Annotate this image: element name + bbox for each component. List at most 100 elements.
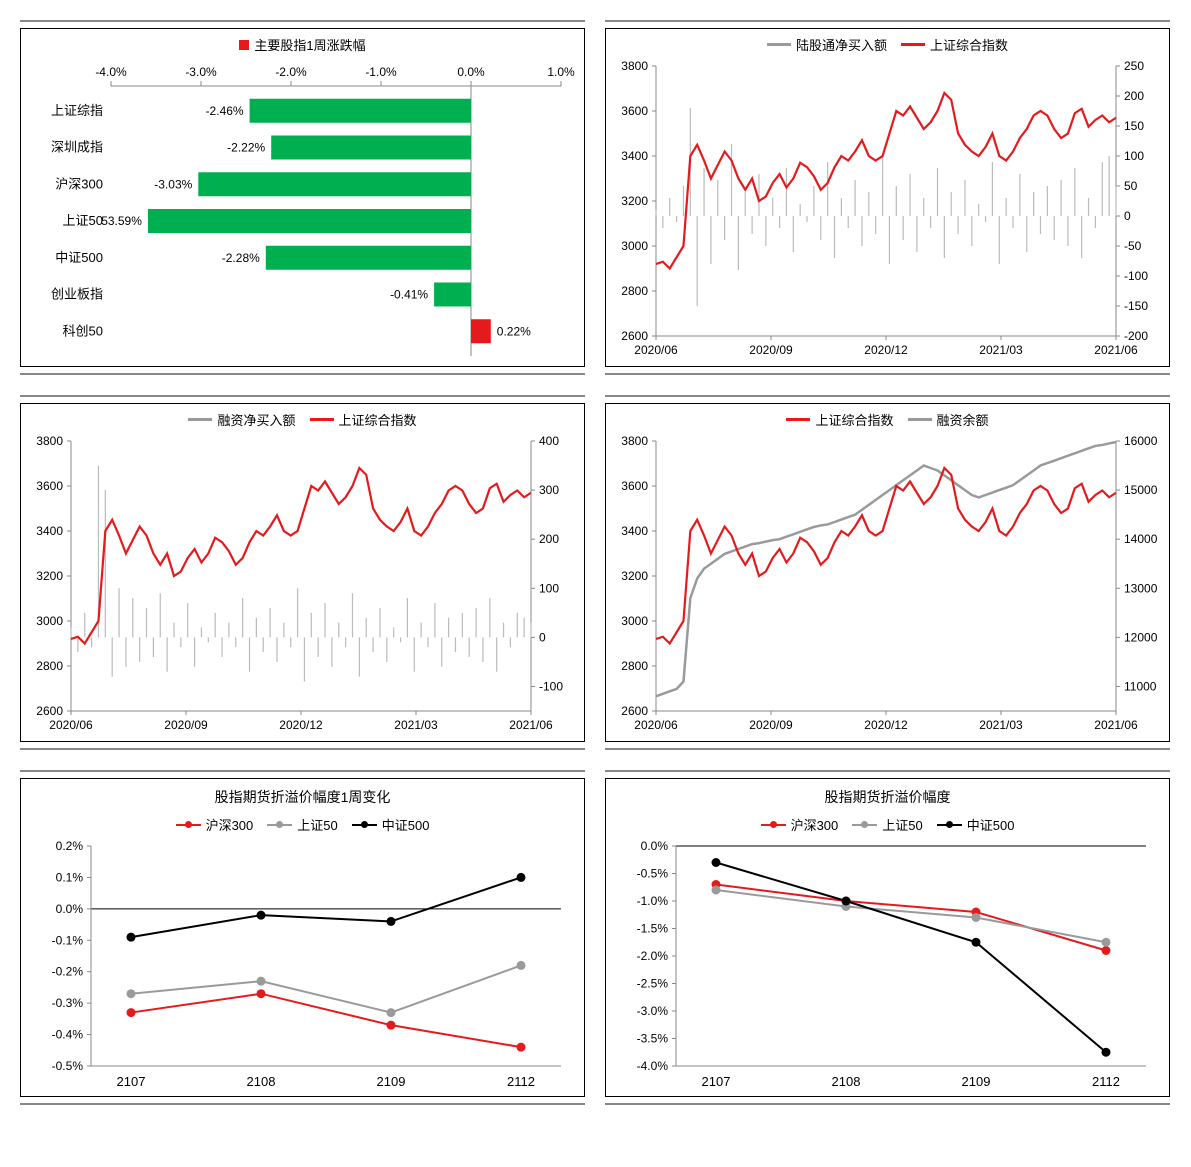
svg-text:-3.5%: -3.5% — [637, 1032, 669, 1046]
svg-text:-50: -50 — [1124, 239, 1142, 253]
legend-label: 主要股指1周涨跌幅 — [254, 35, 365, 54]
svg-text:53.59%: 53.59% — [101, 214, 142, 228]
svg-text:200: 200 — [1124, 89, 1144, 103]
svg-text:3800: 3800 — [36, 434, 63, 448]
svg-text:2600: 2600 — [621, 704, 648, 718]
svg-text:-200: -200 — [1124, 329, 1148, 343]
line-chart: 2600280030003200340036003800110001200013… — [606, 431, 1166, 741]
svg-text:300: 300 — [539, 483, 559, 497]
svg-text:-3.0%: -3.0% — [185, 65, 217, 79]
svg-text:1.0%: 1.0% — [547, 65, 575, 79]
svg-text:3400: 3400 — [621, 524, 648, 538]
svg-text:3200: 3200 — [621, 569, 648, 583]
svg-text:2109: 2109 — [962, 1074, 991, 1089]
legend-label: 陆股通净买入额 — [796, 35, 887, 54]
svg-text:-0.5%: -0.5% — [637, 867, 669, 881]
svg-text:2020/06: 2020/06 — [634, 343, 678, 357]
legend-label: 上证综合指数 — [339, 410, 417, 429]
svg-text:创业板指: 创业板指 — [51, 287, 103, 302]
legend-marker — [267, 821, 292, 828]
legend-swatch — [767, 43, 791, 46]
svg-text:2020/12: 2020/12 — [279, 718, 323, 732]
svg-text:400: 400 — [539, 434, 559, 448]
svg-text:-3.03%: -3.03% — [154, 177, 192, 191]
svg-text:2020/06: 2020/06 — [634, 718, 678, 732]
svg-text:2020/12: 2020/12 — [864, 718, 908, 732]
svg-text:2021/06: 2021/06 — [1094, 343, 1138, 357]
panel-margin-balance: 上证综合指数 融资余额 2600280030003200340036003800… — [605, 395, 1170, 750]
svg-text:15000: 15000 — [1124, 483, 1158, 497]
svg-text:0.0%: 0.0% — [56, 902, 84, 916]
legend-marker — [937, 821, 962, 828]
legend-label: 上证50 — [882, 815, 922, 834]
svg-text:100: 100 — [1124, 149, 1144, 163]
svg-text:2020/09: 2020/09 — [164, 718, 208, 732]
svg-text:2020/09: 2020/09 — [749, 343, 793, 357]
svg-text:16000: 16000 — [1124, 434, 1158, 448]
svg-text:11000: 11000 — [1124, 679, 1157, 693]
svg-text:-150: -150 — [1124, 299, 1148, 313]
svg-text:0.0%: 0.0% — [641, 839, 669, 853]
legend-label: 中证500 — [967, 815, 1015, 834]
bar-chart: -4.0%-3.0%-2.0%-1.0%0.0%1.0%上证综指-2.46%深圳… — [21, 56, 581, 366]
legend-swatch — [908, 418, 932, 421]
svg-text:150: 150 — [1124, 119, 1144, 133]
svg-text:2021/06: 2021/06 — [509, 718, 553, 732]
legend-label: 沪深300 — [791, 815, 839, 834]
svg-text:-4.0%: -4.0% — [637, 1059, 669, 1073]
svg-text:2800: 2800 — [621, 284, 648, 298]
svg-text:2107: 2107 — [702, 1074, 731, 1089]
chart-title: 股指期货折溢价幅度 — [606, 779, 1169, 809]
svg-text:沪深300: 沪深300 — [55, 176, 103, 191]
svg-text:2021/03: 2021/03 — [394, 718, 438, 732]
svg-text:-2.28%: -2.28% — [222, 251, 260, 265]
line-chart: 2600280030003200340036003800-200-150-100… — [606, 56, 1166, 366]
legend-p3: 融资净买入额 上证综合指数 — [21, 404, 584, 431]
svg-text:科创50: 科创50 — [63, 323, 103, 338]
svg-text:-100: -100 — [1124, 269, 1148, 283]
svg-text:3600: 3600 — [621, 104, 648, 118]
svg-text:-0.5%: -0.5% — [52, 1059, 84, 1073]
svg-text:2020/09: 2020/09 — [749, 718, 793, 732]
svg-text:-2.22%: -2.22% — [227, 141, 265, 155]
svg-text:-0.4%: -0.4% — [52, 1028, 84, 1042]
panel-margin-purchase: 融资净买入额 上证综合指数 26002800300032003400360038… — [20, 395, 585, 750]
legend-swatch — [901, 43, 925, 46]
svg-text:-2.0%: -2.0% — [275, 65, 307, 79]
svg-text:3000: 3000 — [621, 614, 648, 628]
svg-text:2600: 2600 — [621, 329, 648, 343]
panel-northbound: 陆股通净买入额 上证综合指数 2600280030003200340036003… — [605, 20, 1170, 375]
svg-text:中证500: 中证500 — [55, 250, 103, 265]
svg-text:250: 250 — [1124, 59, 1144, 73]
svg-text:2112: 2112 — [1092, 1074, 1120, 1089]
legend-swatch — [786, 418, 810, 421]
svg-text:0: 0 — [1124, 209, 1131, 223]
svg-text:深圳成指: 深圳成指 — [51, 140, 103, 155]
legend-swatch — [239, 40, 249, 50]
svg-text:-2.46%: -2.46% — [206, 104, 244, 118]
svg-text:2021/03: 2021/03 — [979, 343, 1023, 357]
svg-text:100: 100 — [539, 581, 559, 595]
panel-futures-change: 股指期货折溢价幅度1周变化 沪深300 上证50 中证500 -0.5%-0.4… — [20, 770, 585, 1105]
svg-text:2112: 2112 — [507, 1074, 535, 1089]
svg-text:3600: 3600 — [36, 479, 63, 493]
svg-text:-1.5%: -1.5% — [637, 922, 669, 936]
legend-label: 上证综合指数 — [930, 35, 1008, 54]
legend-swatch — [188, 418, 212, 421]
svg-text:2108: 2108 — [832, 1074, 861, 1089]
svg-text:2108: 2108 — [247, 1074, 276, 1089]
svg-text:13000: 13000 — [1124, 581, 1158, 595]
line-chart: 2600280030003200340036003800-10001002003… — [21, 431, 581, 741]
legend-label: 中证500 — [382, 815, 430, 834]
svg-text:-2.5%: -2.5% — [637, 977, 669, 991]
svg-text:200: 200 — [539, 532, 559, 546]
line-chart: -0.5%-0.4%-0.3%-0.2%-0.1%0.0%0.1%0.2%210… — [21, 836, 581, 1096]
svg-text:2021/03: 2021/03 — [979, 718, 1023, 732]
svg-text:3200: 3200 — [621, 194, 648, 208]
legend-p5: 沪深300 上证50 中证500 — [21, 809, 584, 836]
svg-text:2107: 2107 — [117, 1074, 146, 1089]
svg-text:-4.0%: -4.0% — [95, 65, 127, 79]
legend-label: 融资净买入额 — [217, 410, 295, 429]
legend-swatch — [310, 418, 334, 421]
svg-text:3200: 3200 — [36, 569, 63, 583]
